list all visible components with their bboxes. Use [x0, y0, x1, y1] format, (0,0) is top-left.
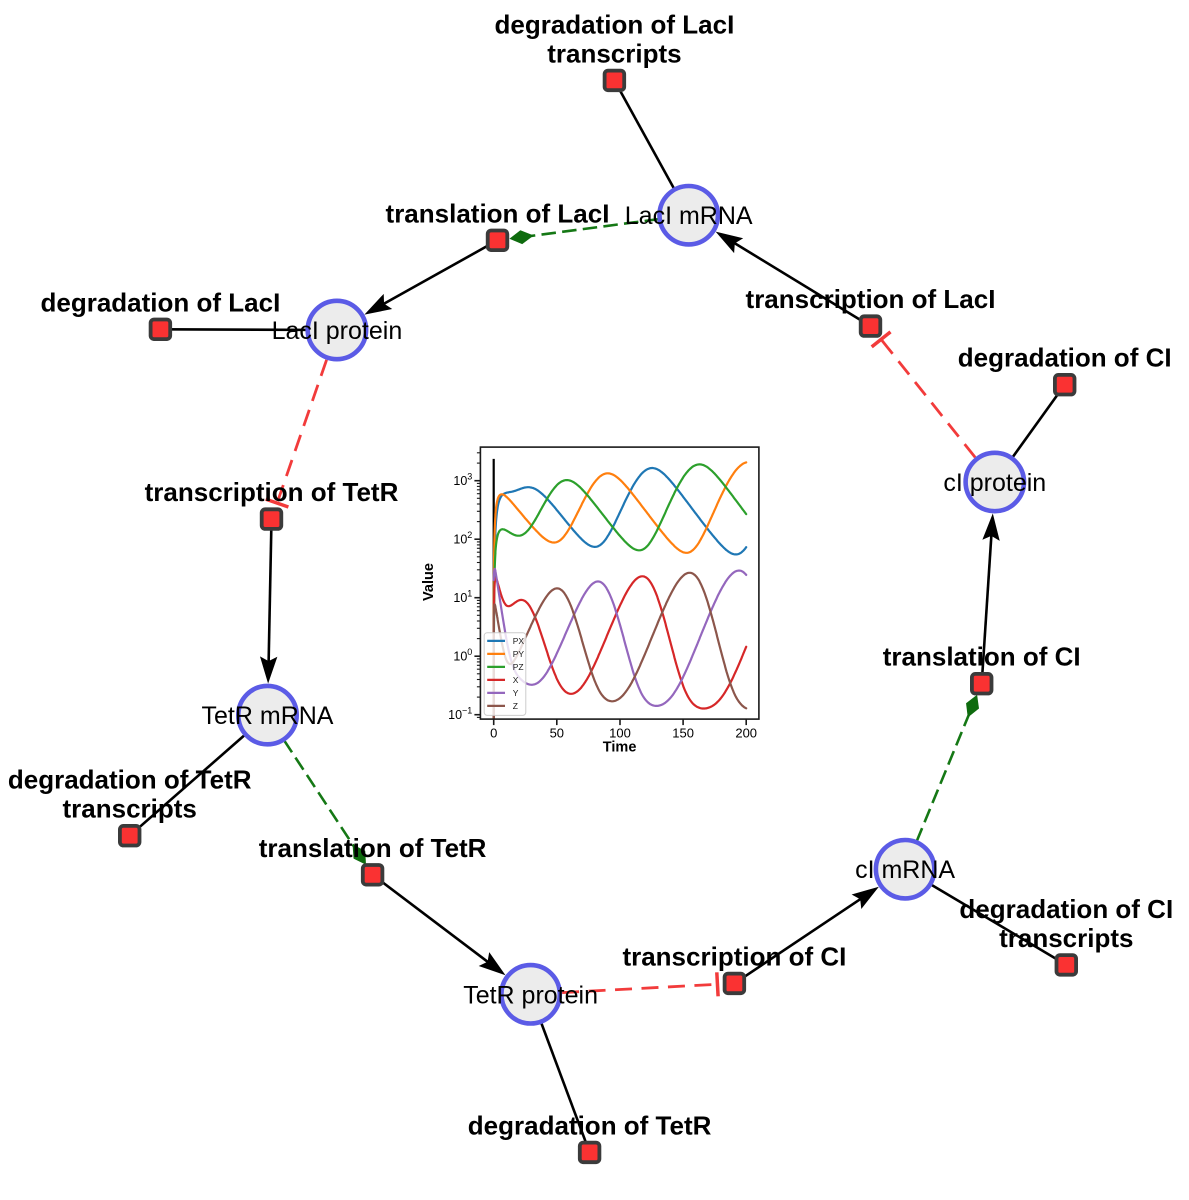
svg-text:transcription of LacI: transcription of LacI: [746, 284, 996, 314]
svg-text:transcripts: transcripts: [63, 794, 197, 824]
svg-text:Z: Z: [513, 701, 518, 711]
svg-text:TetR mRNA: TetR mRNA: [202, 702, 334, 730]
svg-text:100: 100: [609, 725, 631, 740]
svg-text:transcripts: transcripts: [999, 923, 1133, 953]
svg-text:LacI protein: LacI protein: [272, 317, 403, 345]
svg-text:200: 200: [735, 725, 757, 740]
svg-text:102: 102: [453, 530, 472, 546]
svg-text:103: 103: [453, 472, 472, 488]
svg-text:50: 50: [550, 725, 564, 740]
svg-text:10−1: 10−1: [448, 706, 472, 722]
svg-text:0: 0: [490, 725, 497, 740]
svg-text:TetR protein: TetR protein: [463, 981, 598, 1009]
svg-text:PX: PX: [513, 636, 525, 646]
svg-text:degradation of CI: degradation of CI: [958, 343, 1172, 373]
svg-text:translation of CI: translation of CI: [883, 642, 1081, 672]
svg-text:translation of LacI: translation of LacI: [386, 198, 610, 228]
svg-text:transcripts: transcripts: [547, 38, 681, 68]
svg-text:Value: Value: [421, 563, 437, 601]
svg-text:degradation of LacI: degradation of LacI: [494, 9, 734, 39]
svg-text:101: 101: [453, 589, 472, 605]
svg-text:X: X: [513, 675, 519, 685]
svg-text:transcription of CI: transcription of CI: [622, 941, 846, 971]
svg-text:translation of TetR: translation of TetR: [259, 833, 487, 863]
svg-text:degradation of TetR: degradation of TetR: [8, 765, 252, 795]
svg-text:Time: Time: [603, 740, 637, 756]
svg-text:transcription of TetR: transcription of TetR: [145, 477, 399, 507]
svg-text:degradation of CI: degradation of CI: [959, 894, 1173, 924]
svg-text:100: 100: [453, 647, 472, 663]
svg-text:PY: PY: [513, 649, 525, 659]
svg-text:degradation of TetR: degradation of TetR: [468, 1110, 712, 1140]
svg-text:LacI mRNA: LacI mRNA: [625, 202, 753, 230]
svg-text:150: 150: [672, 725, 694, 740]
svg-text:degradation of LacI: degradation of LacI: [40, 287, 280, 317]
svg-text:Y: Y: [513, 688, 519, 698]
svg-text:cI mRNA: cI mRNA: [855, 856, 955, 884]
svg-text:PZ: PZ: [513, 662, 524, 672]
svg-text:cI protein: cI protein: [943, 469, 1046, 497]
